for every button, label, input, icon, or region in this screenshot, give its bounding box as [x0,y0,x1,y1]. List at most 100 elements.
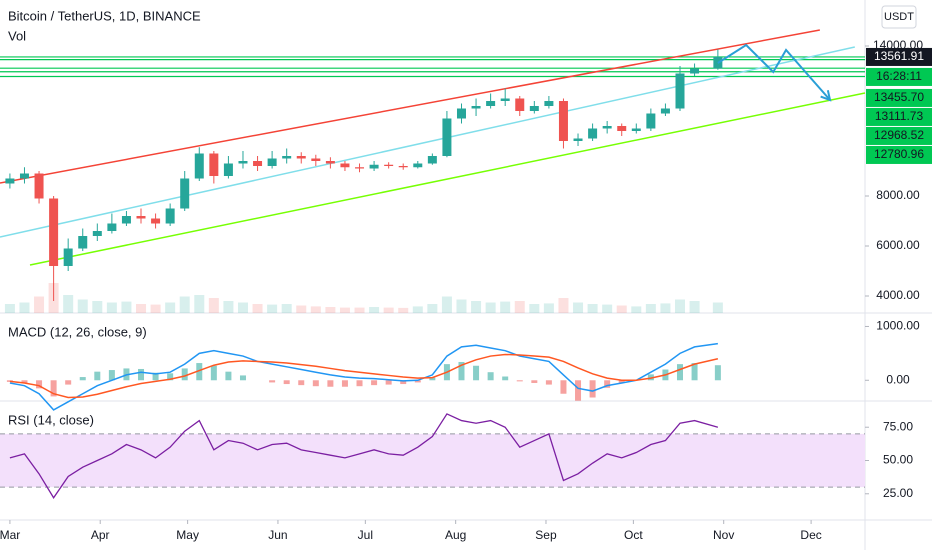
trendline [0,29,820,184]
volume-bar [543,303,554,313]
volume-bar [179,296,190,313]
candle-body [544,101,554,106]
y-tick-label: 8000.00 [876,188,920,202]
candle-body [209,153,219,176]
candle-body [355,167,365,169]
currency[interactable]: USDT [884,11,914,23]
volume-bar [208,298,219,313]
candle-body [165,208,175,224]
macd-histogram-bar [560,380,567,394]
trendline [0,46,855,238]
x-tick-label: Oct [624,528,643,542]
volume-bar [237,302,248,313]
level-tag: 12780.96 [874,147,924,161]
candle-body [282,156,292,159]
candle-body [311,158,321,161]
volume-bar [34,296,45,313]
volume-bar [106,302,117,313]
macd-histogram-bar [458,361,465,381]
x-tick-label: Aug [445,528,466,542]
level-tag-bg [866,107,932,126]
volume-bar [383,307,394,313]
macd-histogram-bar [414,380,421,383]
candle-body [49,198,59,266]
x-tick-label: Apr [91,528,110,542]
macd-histogram-bar [714,365,721,381]
volume-bar [674,299,685,313]
y-tick-label: 0.00 [886,372,910,386]
volume-bar [645,304,656,313]
macd-histogram-bar [356,380,363,387]
currency-button[interactable] [881,5,917,29]
level-tag: 12968.52 [874,128,924,142]
volume-bar [19,302,30,313]
level-tag: 13455.70 [874,90,924,104]
volume-bar [398,307,409,313]
macd-histogram-bar [604,380,611,388]
macd-histogram-bar [298,380,305,386]
candle-body [151,218,161,224]
candle-body [136,216,146,219]
candle-body [340,163,350,168]
volume-bar [4,304,15,313]
volume-bar [136,304,147,313]
macd-histogram-bar [152,372,159,381]
candle-body [121,216,131,224]
macd-histogram-bar [181,368,188,381]
macd-histogram-bar [210,365,217,381]
macd-histogram-bar [50,380,57,397]
volume-bar [602,304,613,313]
candle-body [369,164,379,169]
macd-histogram-bar [196,363,203,381]
macd-histogram-bar [327,380,334,387]
candle-body [413,163,423,168]
macd-histogram-bar [6,380,13,382]
macd-histogram-bar [108,370,115,381]
x-tick-label: Nov [713,528,734,542]
candle-body [398,166,408,168]
volume-bar [660,303,671,313]
countdown-tag: 16:28:11 [876,69,922,83]
projection-arrowhead [820,90,832,102]
volume-bar [616,305,627,313]
candle-body [63,248,73,266]
volume-bar [267,304,278,313]
macd-histogram-bar [531,380,538,383]
candle-body [92,231,102,236]
volume-bar [712,302,723,313]
candle-body [267,158,277,166]
candle-body [631,128,641,131]
volume-bar [689,301,700,313]
candle-body [238,161,248,164]
candle-body [34,173,44,199]
volume-bar [456,299,467,313]
volume-bar [281,304,292,313]
rsi-line [9,413,719,499]
volume-bar [514,301,525,313]
y-tick-label: 50.00 [883,453,913,467]
volume-bar [252,304,263,313]
x-tick-label: Dec [800,528,821,542]
candle-body [646,113,656,129]
candle-body [558,101,568,141]
candle-body [19,173,29,179]
macd-histogram-bar [385,380,392,385]
volume-bar [412,306,423,313]
macd-histogram-bar [312,380,319,387]
volume-bar [529,304,540,313]
macd-histogram-bar [65,380,72,385]
macd-histogram-bar [239,375,246,381]
candle-body [456,108,466,119]
candle-body [253,161,263,166]
volume-bar [500,301,511,313]
volume-bar [92,301,103,313]
signal-line [9,353,719,399]
candle-body [515,98,525,111]
volume-bar [63,295,74,313]
volume-bar [631,306,642,313]
macd-title: MACD (12, 26, close, 9) [8,324,147,339]
x-tick-label: May [176,528,199,542]
macd-histogram-bar [283,380,290,385]
volume-bar [339,307,350,313]
macd-histogram-bar [676,364,683,381]
